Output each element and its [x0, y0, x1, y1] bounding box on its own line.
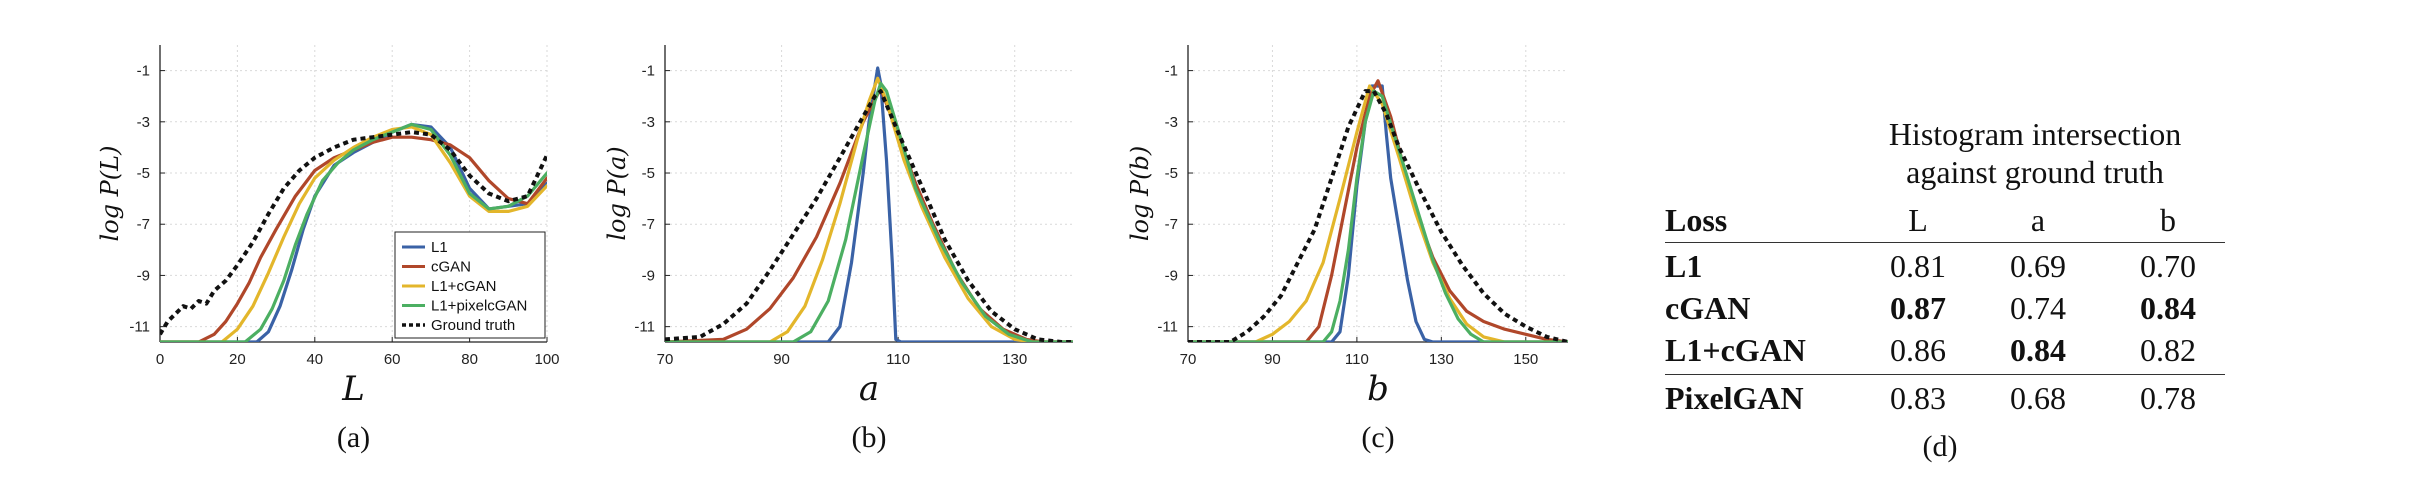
series-line-ground-truth	[1188, 89, 1568, 342]
table-caption: (d)	[1922, 430, 1958, 463]
y-tick-label: -7	[1165, 216, 1178, 233]
cell-a: 0.69	[2010, 248, 2066, 284]
y-axis-label: log P(a)	[603, 146, 631, 240]
y-tick-label: -11	[634, 319, 655, 336]
series-line-ground-truth	[160, 130, 547, 336]
x-tick-label: 150	[1513, 351, 1538, 368]
chart-caption: (a)	[337, 421, 370, 454]
series-group	[160, 122, 547, 342]
chart-a: 0 20 40 60 80 100 -1 -3 -5 -7 -9 -11 log P(L) L (a) L1 c…	[96, 45, 560, 454]
x-tick-label: 70	[657, 351, 674, 368]
legend-label: L1	[431, 239, 448, 256]
chart-c: 70 90 110 130 150 -1 -3 -5 -7 -9 -11 log P(b) b (c)	[1126, 45, 1568, 454]
x-tick-label: 80	[461, 351, 478, 368]
series-line-l1-cgan	[160, 125, 547, 342]
row-name: L1+cGAN	[1665, 332, 1806, 368]
x-axis-label: b	[1367, 369, 1389, 409]
y-tick-label: -7	[642, 216, 655, 233]
table-header-row: Loss L a b	[1665, 200, 2225, 240]
y-tick-label: -3	[642, 114, 655, 131]
x-tick-label: 0	[156, 351, 164, 368]
table-rule-top	[1665, 242, 2225, 243]
table-row: L1+cGAN 0.86 0.84 0.82	[1665, 330, 2225, 370]
x-axis-label: a	[859, 369, 879, 409]
series-line-l1-pixelcgan	[665, 81, 1073, 342]
histogram-intersection-table: Histogram intersection against ground tr…	[1665, 112, 2225, 482]
y-axis-label: log P(b)	[1126, 146, 1154, 241]
y-tick-label: -9	[1165, 267, 1178, 284]
x-axis-label: L	[341, 369, 365, 409]
series-line-l1-pixelcgan	[160, 122, 547, 342]
cell-b: 0.82	[2140, 332, 2196, 368]
y-tick-label: -1	[137, 63, 150, 80]
y-tick-label: -3	[1165, 114, 1178, 131]
legend-label: Ground truth	[431, 317, 515, 334]
header-a: a	[2030, 202, 2046, 238]
y-tick-label: -9	[642, 267, 655, 284]
series-line-l1	[665, 66, 1073, 342]
y-tick-label: -5	[1165, 165, 1178, 182]
x-tick-label: 110	[1345, 351, 1369, 368]
y-tick-label: -1	[1165, 63, 1178, 80]
chart-b: 70 90 110 130 -1 -3 -5 -7 -9 -11 log P(a) a (b)	[603, 45, 1073, 454]
cell-a: 0.68	[2010, 380, 2066, 416]
x-tick-label: 70	[1180, 351, 1197, 368]
cell-l: 0.81	[1890, 248, 1946, 284]
x-tick-label: 110	[886, 351, 910, 368]
series-line-l1-cgan	[1188, 84, 1568, 342]
x-tick-label: 90	[1264, 351, 1281, 368]
series-line-ground-truth	[665, 89, 1073, 342]
y-tick-label: -7	[137, 216, 150, 233]
series-line-l1-pixelcgan	[1188, 89, 1568, 342]
series-group	[665, 66, 1073, 342]
y-tick-label: -3	[137, 114, 150, 131]
y-tick-label: -5	[642, 165, 655, 182]
header-b: b	[2160, 202, 2176, 238]
cell-l: 0.83	[1890, 380, 1946, 416]
chart-caption: (c)	[1361, 421, 1394, 454]
legend-label: cGAN	[431, 259, 471, 276]
y-tick-label: -11	[129, 319, 150, 336]
cell-l: 0.86	[1890, 332, 1946, 368]
chart-caption: (b)	[852, 421, 887, 454]
x-tick-label: 40	[306, 351, 323, 368]
legend-label: L1+cGAN	[431, 278, 496, 295]
cell-a: 0.84	[2010, 332, 2066, 368]
row-name: cGAN	[1665, 290, 1751, 326]
series-group	[1188, 79, 1568, 342]
header-l: L	[1908, 202, 1928, 238]
series-line-cgan	[1188, 79, 1568, 342]
series-line-l1	[1188, 84, 1568, 342]
cell-a: 0.74	[2010, 290, 2066, 326]
cell-b: 0.78	[2140, 380, 2196, 416]
x-tick-label: 60	[384, 351, 401, 368]
x-tick-label: 130	[1429, 351, 1454, 368]
y-tick-label: -1	[642, 63, 655, 80]
x-tick-label: 130	[1002, 351, 1027, 368]
x-tick-label: 20	[229, 351, 246, 368]
row-name: L1	[1665, 248, 1703, 284]
cell-b: 0.70	[2140, 248, 2196, 284]
table-title-line1: Histogram intersection	[1888, 116, 2182, 152]
header-loss: Loss	[1665, 202, 1728, 238]
y-tick-label: -5	[137, 165, 150, 182]
table-row: L1 0.81 0.69 0.70	[1665, 246, 2225, 286]
legend: L1 cGAN L1+cGAN L1+pixelcGAN Ground truth	[394, 231, 546, 339]
cell-b: 0.84	[2140, 290, 2196, 326]
table-title-line2: against ground truth	[1906, 154, 2164, 190]
y-tick-label: -9	[137, 267, 150, 284]
table-rule-bottom	[1665, 374, 2225, 375]
x-tick-label: 90	[773, 351, 790, 368]
y-axis-label: log P(L)	[96, 146, 124, 242]
table-row: cGAN 0.87 0.74 0.84	[1665, 288, 2225, 328]
table-row: PixelGAN 0.83 0.68 0.78	[1665, 378, 2225, 418]
legend-label: L1+pixelcGAN	[431, 298, 527, 315]
row-name: PixelGAN	[1665, 380, 1804, 416]
y-tick-label: -11	[1157, 319, 1178, 336]
cell-l: 0.87	[1890, 290, 1946, 326]
x-tick-label: 100	[534, 351, 559, 368]
